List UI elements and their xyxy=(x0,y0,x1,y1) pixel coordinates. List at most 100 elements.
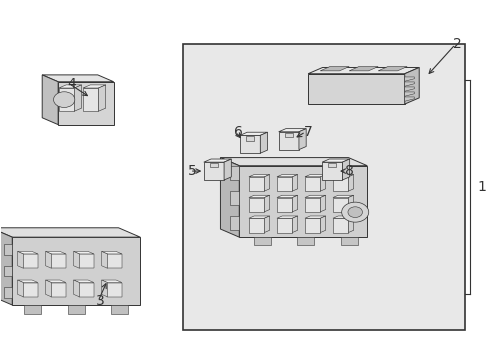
Polygon shape xyxy=(45,280,66,283)
Polygon shape xyxy=(404,77,413,81)
Polygon shape xyxy=(332,198,348,212)
Text: 3: 3 xyxy=(96,294,104,309)
Polygon shape xyxy=(332,216,353,218)
Polygon shape xyxy=(203,159,231,162)
Polygon shape xyxy=(51,283,66,297)
Polygon shape xyxy=(3,266,12,276)
Polygon shape xyxy=(3,287,12,298)
Polygon shape xyxy=(18,280,38,283)
Polygon shape xyxy=(276,175,297,177)
Text: 4: 4 xyxy=(67,77,76,91)
Polygon shape xyxy=(305,198,320,212)
Polygon shape xyxy=(74,251,79,268)
Polygon shape xyxy=(404,97,413,101)
Polygon shape xyxy=(18,280,23,297)
Polygon shape xyxy=(83,85,105,88)
Polygon shape xyxy=(248,195,269,198)
Polygon shape xyxy=(74,280,94,283)
Polygon shape xyxy=(264,216,269,233)
Polygon shape xyxy=(332,218,348,233)
Polygon shape xyxy=(377,67,407,71)
Polygon shape xyxy=(229,191,239,205)
Polygon shape xyxy=(79,254,94,268)
Circle shape xyxy=(341,202,368,222)
Polygon shape xyxy=(23,283,38,297)
Polygon shape xyxy=(404,82,413,86)
Polygon shape xyxy=(3,244,12,255)
Text: 1: 1 xyxy=(476,180,485,194)
Polygon shape xyxy=(320,195,325,212)
Polygon shape xyxy=(320,175,325,191)
Bar xyxy=(328,163,335,167)
Polygon shape xyxy=(45,251,66,254)
Polygon shape xyxy=(248,175,269,177)
Polygon shape xyxy=(240,135,260,153)
Polygon shape xyxy=(239,166,366,237)
Polygon shape xyxy=(59,85,81,88)
Polygon shape xyxy=(229,166,239,180)
Polygon shape xyxy=(18,251,38,254)
Polygon shape xyxy=(348,175,353,191)
Polygon shape xyxy=(305,195,325,198)
Bar xyxy=(253,237,270,245)
Polygon shape xyxy=(58,82,114,125)
Circle shape xyxy=(347,207,362,217)
Polygon shape xyxy=(320,67,348,71)
Polygon shape xyxy=(74,280,79,297)
Polygon shape xyxy=(332,177,348,191)
Polygon shape xyxy=(305,177,320,191)
Polygon shape xyxy=(278,129,305,132)
Bar xyxy=(111,305,128,314)
Polygon shape xyxy=(23,254,38,268)
Polygon shape xyxy=(248,218,264,233)
Polygon shape xyxy=(332,195,353,198)
Polygon shape xyxy=(322,159,349,162)
Polygon shape xyxy=(342,159,349,180)
Polygon shape xyxy=(42,75,114,82)
Polygon shape xyxy=(305,216,325,218)
Polygon shape xyxy=(248,198,264,212)
Polygon shape xyxy=(107,254,122,268)
Polygon shape xyxy=(107,283,122,297)
Polygon shape xyxy=(220,158,239,237)
Bar xyxy=(68,305,84,314)
Polygon shape xyxy=(248,177,264,191)
Polygon shape xyxy=(276,218,292,233)
Polygon shape xyxy=(220,158,366,166)
Polygon shape xyxy=(59,88,74,111)
Polygon shape xyxy=(348,67,377,71)
Polygon shape xyxy=(79,283,94,297)
Polygon shape xyxy=(98,85,105,111)
Text: 8: 8 xyxy=(344,164,353,178)
Polygon shape xyxy=(74,85,81,111)
Bar xyxy=(285,133,292,137)
Polygon shape xyxy=(0,228,140,237)
Bar xyxy=(297,237,313,245)
Bar xyxy=(24,305,41,314)
Polygon shape xyxy=(404,87,413,91)
Text: 2: 2 xyxy=(452,37,461,51)
Polygon shape xyxy=(248,216,269,218)
Polygon shape xyxy=(0,228,12,305)
Polygon shape xyxy=(51,254,66,268)
Polygon shape xyxy=(292,175,297,191)
Text: 7: 7 xyxy=(303,125,312,139)
Bar xyxy=(340,237,357,245)
Polygon shape xyxy=(203,162,224,180)
Polygon shape xyxy=(74,251,94,254)
Polygon shape xyxy=(83,88,98,111)
Polygon shape xyxy=(292,216,297,233)
Bar xyxy=(182,44,464,330)
Polygon shape xyxy=(42,75,58,125)
Polygon shape xyxy=(18,251,23,268)
Polygon shape xyxy=(12,237,140,305)
Polygon shape xyxy=(404,67,418,104)
Polygon shape xyxy=(307,67,418,74)
Polygon shape xyxy=(305,218,320,233)
Polygon shape xyxy=(276,198,292,212)
Bar xyxy=(210,163,217,167)
Polygon shape xyxy=(292,195,297,212)
Circle shape xyxy=(54,92,75,108)
Polygon shape xyxy=(320,216,325,233)
Polygon shape xyxy=(102,280,107,297)
